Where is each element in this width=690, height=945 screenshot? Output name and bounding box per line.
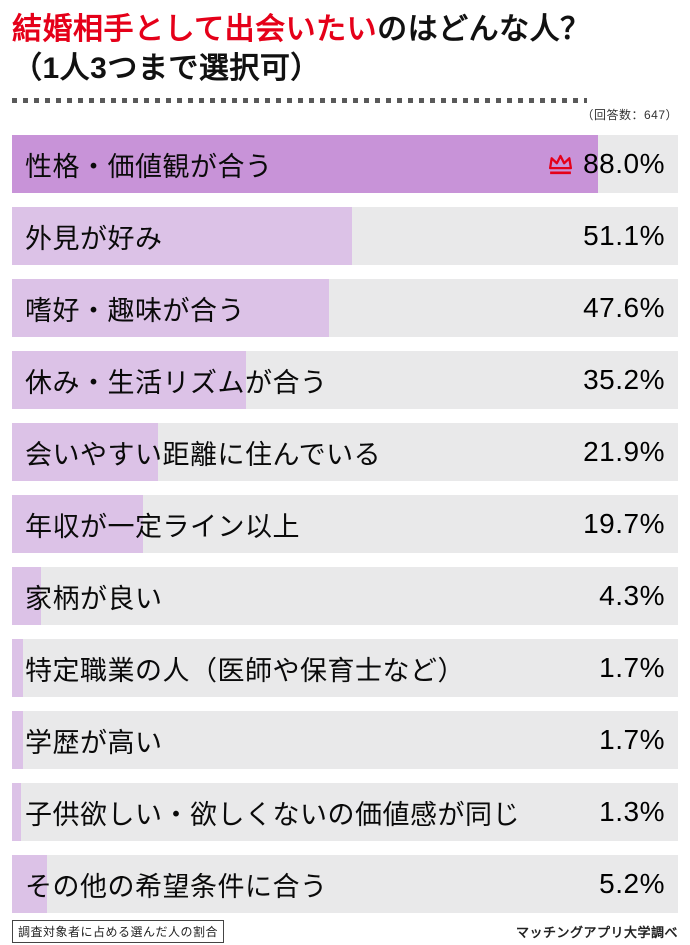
bar-label: その他の希望条件に合う — [25, 871, 328, 902]
bar-label: 休み・生活リズムが合う — [25, 367, 328, 398]
bar-value: 51.1% — [583, 220, 665, 251]
bar-row: 学歴が高い 1.7% — [12, 711, 678, 769]
bar-label: 年収が一定ライン以上 — [25, 511, 300, 542]
bar-value: 47.6% — [583, 292, 665, 323]
bar-value: 21.9% — [583, 436, 665, 467]
title-line2: （1人3つまで選択可） — [12, 52, 321, 85]
bar-row: 性格・価値観が合う 88.0% — [12, 135, 678, 193]
bar-fill — [12, 279, 330, 337]
bar-value-area: 21.9% — [583, 423, 665, 481]
footer: 調査対象者に占める選んだ人の割合 マッチングアプリ大学調べ — [12, 920, 678, 943]
bar-fill — [12, 783, 21, 841]
bar-row: 年収が一定ライン以上 19.7% — [12, 495, 678, 553]
bar-value: 1.7% — [599, 724, 665, 755]
bar-fill — [12, 135, 599, 193]
bar-fill — [12, 351, 247, 409]
bar-value: 1.7% — [599, 652, 665, 683]
footer-note: 調査対象者に占める選んだ人の割合 — [12, 920, 225, 943]
bar-value-area: 35.2% — [583, 351, 665, 409]
bar-label: 嗜好・趣味が合う — [25, 295, 245, 326]
bar-value: 88.0% — [583, 148, 665, 179]
page-title: 結婚相手として出会いたいのはどんな人？ （1人3つまで選択可） — [12, 10, 678, 88]
bar-label: 家柄が良い — [25, 583, 163, 614]
dotted-divider — [12, 98, 587, 103]
bar-chart: 性格・価値観が合う 88.0% 外見が好み 51.1% 嗜好・趣味が合う — [12, 135, 678, 913]
bar-row: その他の希望条件に合う 5.2% — [12, 855, 678, 913]
crown-icon — [547, 153, 574, 176]
bar-fill — [12, 639, 24, 697]
bar-fill — [12, 207, 353, 265]
response-count: （回答数：647） — [581, 108, 678, 122]
bar-fill — [12, 711, 24, 769]
bar-row: 嗜好・趣味が合う 47.6% — [12, 279, 678, 337]
bar-fill — [12, 423, 158, 481]
title-rest: のはどんな人？ — [377, 13, 591, 46]
bar-fill — [12, 855, 47, 913]
bar-label: 外見が好み — [25, 223, 163, 254]
bar-label: 子供欲しい・欲しくないの価値感が同じ — [25, 799, 520, 830]
bar-value-area: 47.6% — [583, 279, 665, 337]
bar-row: 子供欲しい・欲しくないの価値感が同じ 1.3% — [12, 783, 678, 841]
bar-value-area: 51.1% — [583, 207, 665, 265]
bar-value: 4.3% — [599, 580, 665, 611]
bar-label: 特定職業の人（医師や保育士など） — [25, 655, 465, 686]
bar-fill — [12, 495, 144, 553]
bar-value: 1.3% — [599, 796, 665, 827]
bar-row: 会いやすい距離に住んでいる 21.9% — [12, 423, 678, 481]
bar-value-area: 1.7% — [599, 711, 665, 769]
bar-value: 35.2% — [583, 364, 665, 395]
bar-label: 性格・価値観が合う — [25, 151, 273, 182]
bar-value-area: 19.7% — [583, 495, 665, 553]
bar-value: 19.7% — [583, 508, 665, 539]
bar-value-area: 5.2% — [599, 855, 665, 913]
bar-value: 5.2% — [599, 868, 665, 899]
bar-value-area: 1.7% — [599, 639, 665, 697]
title-highlight: 結婚相手として出会いたい — [12, 13, 378, 46]
bar-fill — [12, 567, 41, 625]
bar-label: 会いやすい距離に住んでいる — [25, 439, 382, 470]
bar-row: 特定職業の人（医師や保育士など） 1.7% — [12, 639, 678, 697]
bar-row: 家柄が良い 4.3% — [12, 567, 678, 625]
footer-source: マッチングアプリ大学調べ — [515, 925, 678, 940]
bar-value-area: 1.3% — [599, 783, 665, 841]
bar-value-area: 4.3% — [599, 567, 665, 625]
title-line1: 結婚相手として出会いたいのはどんな人？ — [12, 10, 678, 49]
bar-value-area: 88.0% — [547, 135, 665, 193]
bar-label: 学歴が高い — [25, 727, 163, 758]
bar-row: 外見が好み 51.1% — [12, 207, 678, 265]
bar-row: 休み・生活リズムが合う 35.2% — [12, 351, 678, 409]
